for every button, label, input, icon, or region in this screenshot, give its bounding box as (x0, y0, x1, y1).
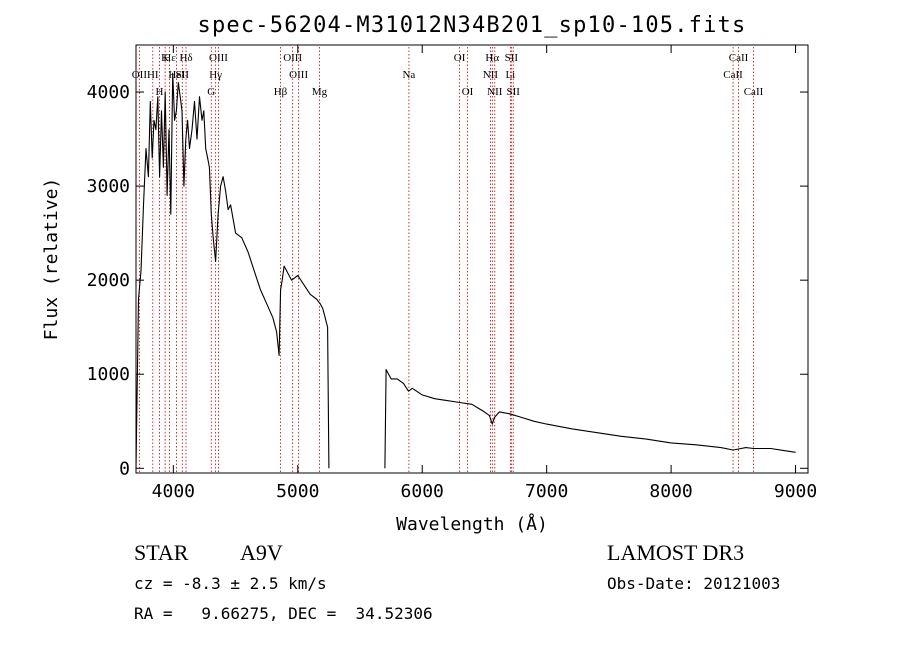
y-tick-label-3: 3000 (87, 176, 130, 197)
spectrum-line-0-1 (384, 368, 796, 469)
line-label-16: OI (454, 52, 466, 64)
line-label-4: K (161, 52, 169, 64)
line-label-2: HI (147, 69, 159, 81)
x-tick-label-4: 8000 (649, 481, 692, 502)
line-label-3: H (156, 86, 164, 98)
line-label-21: SII (505, 52, 519, 64)
spectrum-series (135, 72, 796, 469)
line-label-8: OIII (209, 52, 228, 64)
x-axis-label: Wavelength (Å) (396, 513, 548, 535)
line-label-25: CaII (723, 69, 743, 81)
spectrum-line-0-0 (135, 72, 330, 469)
ra-dec: RA = 9.66275, DEC = 34.52306 (134, 604, 433, 623)
line-label-24: CaII (729, 52, 749, 64)
line-label-20: NII (487, 86, 503, 98)
plot-frame (135, 44, 809, 474)
chart-title: spec-56204-M31012N34B201_sp10-105.fits (198, 13, 747, 38)
line-label-9: Hγ (209, 69, 222, 81)
line-label-23: SII (506, 86, 520, 98)
line-label-17: OI (462, 86, 474, 98)
x-tick-label-3: 7000 (525, 481, 568, 502)
line-label-18: Hα (485, 52, 499, 64)
line-label-10: G (207, 86, 215, 98)
y-tick-label-1: 1000 (87, 364, 130, 385)
x-tick-label-5: 9000 (774, 481, 817, 502)
redshift-cz: cz = -8.3 ± 2.5 km/s (134, 574, 327, 593)
survey-name: LAMOST DR3 (607, 540, 745, 565)
line-label-1: OII (132, 69, 148, 81)
y-tick-label-0: 0 (119, 458, 130, 479)
axis-ticks: 4000 5000 6000 7000 8000 9000 0 1000 2000 3000 400… (87, 45, 817, 502)
line-label-0: Hε (163, 52, 176, 64)
line-label-13: OIII (289, 69, 308, 81)
x-tick-label-0: 4000 (152, 481, 195, 502)
x-tick-label-1: 5000 (276, 481, 319, 502)
obs-date: Obs-Date: 20121003 (607, 574, 781, 593)
y-tick-label-4: 4000 (87, 82, 130, 103)
line-label-14: Mg (312, 86, 328, 98)
object-type: STAR (134, 540, 189, 565)
line-label-15: Na (402, 69, 415, 81)
line-label-12: OIII (283, 52, 302, 64)
x-tick-label-2: 6000 (401, 481, 444, 502)
y-axis-label: Flux (relative) (41, 178, 62, 341)
line-label-11: Hβ (274, 86, 288, 98)
line-label-26: CaII (744, 86, 764, 98)
line-label-6: Hδ (179, 52, 192, 64)
spectral-subclass: A9V (240, 540, 283, 565)
line-label-7: SII (176, 69, 190, 81)
line-label-22: Li (505, 69, 515, 81)
y-tick-label-2: 2000 (87, 270, 130, 291)
line-label-19: NII (483, 69, 499, 81)
